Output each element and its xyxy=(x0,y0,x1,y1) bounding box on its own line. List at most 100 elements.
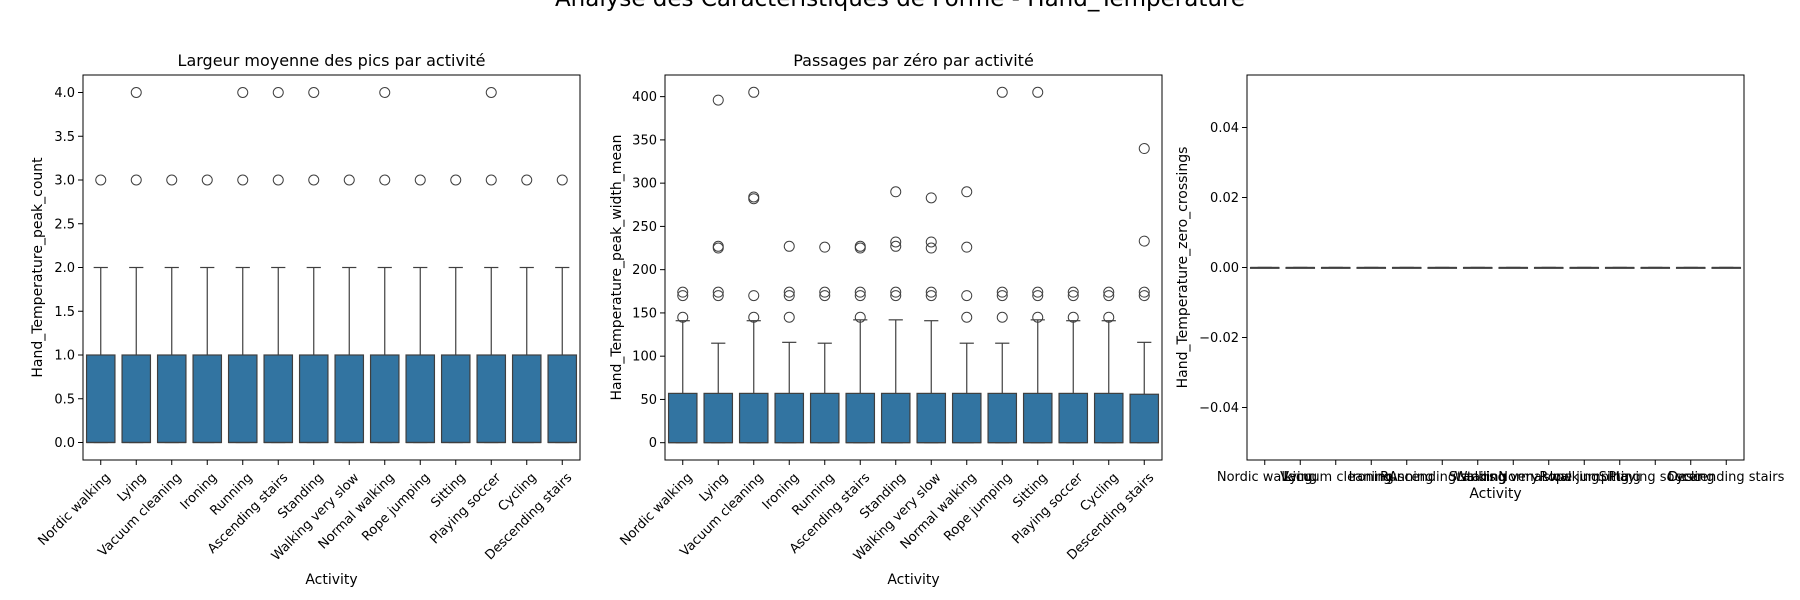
y-tick-label: 1.0 xyxy=(54,349,75,364)
outlier-point xyxy=(996,86,1008,98)
outlier-point xyxy=(783,240,795,252)
box-lying xyxy=(703,94,734,444)
box-iqr xyxy=(1022,392,1053,444)
box-sitting xyxy=(1022,86,1053,444)
box-running xyxy=(1391,266,1422,269)
outlier-point xyxy=(1138,286,1150,298)
box-vacuum-cleaning xyxy=(156,174,187,444)
outlier-point xyxy=(677,311,689,323)
outlier-point xyxy=(854,286,866,298)
outlier-point xyxy=(130,174,142,186)
outlier-point xyxy=(1103,290,1115,302)
outlier-point xyxy=(379,174,391,186)
outlier-point xyxy=(890,290,902,302)
box-nordic-walking xyxy=(85,174,116,444)
outlier-point xyxy=(1067,311,1079,323)
chart-panel-zero-crossings: −0.04 −0.02 0.00 0.02 0.04 Nordic walkingLyin… xyxy=(1175,74,1785,502)
outlier-point xyxy=(890,286,902,298)
chart-panel-peak-count: Largeur moyenne des pics par activité 0.0… xyxy=(30,51,581,588)
x-tick-label-sitting: Sitting xyxy=(1599,470,1641,485)
box-ascending-stairs xyxy=(1427,266,1458,269)
outlier-point xyxy=(748,290,760,302)
y-tick-label: 150 xyxy=(632,306,657,321)
box-playing-soccer xyxy=(1640,266,1671,269)
box-iqr xyxy=(121,354,152,444)
x-tick-label-vacuum-cleaning: Vacuum cleaning xyxy=(1280,470,1391,485)
x-axis-label: Activity xyxy=(305,572,357,588)
box-standing xyxy=(880,186,911,444)
box-standing xyxy=(298,87,329,444)
outlier-point xyxy=(166,174,178,186)
outlier-point xyxy=(819,286,831,298)
outlier-point xyxy=(712,286,724,298)
box-iqr xyxy=(405,354,436,444)
y-tick-label: 3.0 xyxy=(54,174,75,189)
outlier-point xyxy=(712,240,724,252)
outlier-point xyxy=(961,241,973,253)
outlier-point xyxy=(237,174,249,186)
outlier-point xyxy=(237,87,249,98)
y-tick-label: 0.5 xyxy=(54,392,75,407)
x-tick-label-normal-walking: Normal walking xyxy=(1498,470,1599,485)
outlier-point xyxy=(712,290,724,302)
box-cycling xyxy=(1093,286,1124,444)
chart-title: Largeur moyenne des pics par activité xyxy=(178,51,486,70)
outlier-point xyxy=(819,290,831,302)
box-iqr xyxy=(703,392,734,444)
outlier-point xyxy=(925,286,937,298)
box-iqr xyxy=(476,354,507,444)
y-tick-label: 300 xyxy=(632,177,657,192)
box-iqr xyxy=(440,354,471,444)
outlier-point xyxy=(1103,311,1115,323)
box-ascending-stairs xyxy=(263,87,294,444)
box-rope-jumping xyxy=(987,86,1018,444)
outlier-point xyxy=(272,87,284,98)
outlier-point xyxy=(485,174,497,186)
x-tick-label-cycling: Cycling xyxy=(1667,470,1715,485)
outlier-point xyxy=(996,290,1008,302)
box-iqr xyxy=(845,392,876,444)
outlier-point xyxy=(1067,286,1079,298)
outlier-point xyxy=(343,174,355,186)
x-tick-label-ascending-stairs: Ascending stairs xyxy=(1389,470,1496,485)
box-iqr xyxy=(227,354,258,444)
box-iqr xyxy=(334,354,365,444)
x-tick-label-nordic-walking: Nordic walking xyxy=(35,470,113,548)
outlier-point xyxy=(1103,286,1115,298)
outlier-point xyxy=(1032,311,1044,323)
outlier-point xyxy=(1067,290,1079,302)
box-descending-stairs xyxy=(1711,266,1742,269)
box-iqr xyxy=(880,392,911,444)
outlier-point xyxy=(748,311,760,323)
box-descending-stairs xyxy=(547,174,578,444)
figure-suptitle: Analyse des Caractéristiques de Forme - … xyxy=(555,0,1245,12)
outlier-point xyxy=(996,286,1008,298)
y-tick-label: 400 xyxy=(632,90,657,105)
box-running xyxy=(809,241,840,444)
outlier-point xyxy=(783,286,795,298)
chart-panel-peak-width: Passages par zéro par activité 0 50 100 150 2… xyxy=(609,51,1163,588)
box-iqr xyxy=(298,354,329,444)
box-cycling xyxy=(511,174,542,444)
box-normal-walking xyxy=(1533,266,1564,269)
box-iqr xyxy=(667,392,698,444)
outlier-point xyxy=(961,290,973,302)
outlier-point xyxy=(925,192,937,204)
y-tick-label: 200 xyxy=(632,263,657,278)
outlier-point xyxy=(521,174,533,186)
y-tick-label: 2.5 xyxy=(54,217,75,232)
y-tick-label: 250 xyxy=(632,220,657,235)
box-iqr xyxy=(369,354,400,444)
x-tick-label-playing-soccer: Playing soccer xyxy=(1608,470,1702,485)
outlier-point xyxy=(485,87,497,98)
outlier-point xyxy=(272,174,284,186)
x-tick-label-standing: Standing xyxy=(1449,470,1507,485)
outlier-point xyxy=(1138,290,1150,302)
outlier-point xyxy=(450,174,462,186)
x-tick-label-nordic-walking: Nordic walking xyxy=(1217,470,1313,485)
box-playing-soccer xyxy=(476,87,507,444)
outlier-point xyxy=(95,174,107,186)
y-tick-label: 2.0 xyxy=(54,261,75,276)
outlier-point xyxy=(748,191,760,203)
